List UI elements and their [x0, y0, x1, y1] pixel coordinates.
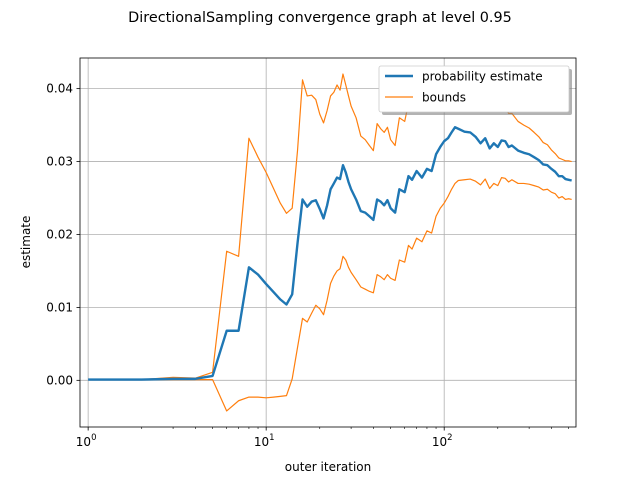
chart-title: DirectionalSampling convergence graph at…: [128, 10, 512, 26]
y-axis: 0.00 0.01 0.02 0.03 0.04: [46, 82, 80, 387]
x-tick-label: 100: [76, 433, 97, 449]
estimate-line: [88, 126, 572, 381]
x-tick-label: 101: [254, 433, 275, 449]
x-axis-label: outer iteration: [285, 460, 371, 474]
estimate-line-group: [88, 126, 572, 381]
x-tick-label: 102: [432, 433, 453, 449]
y-tick-label: 0.04: [46, 82, 73, 96]
bounds-lower-line-group: [141, 69, 572, 412]
y-tick-label: 0.01: [46, 300, 73, 314]
x-axis: 100 101 102: [76, 427, 569, 449]
plot-frame: [79, 57, 577, 428]
x-tick-base: 10: [432, 435, 447, 449]
x-tick-base: 10: [76, 435, 91, 449]
legend: probability estimate bounds: [378, 65, 572, 115]
legend-label-estimate: probability estimate: [422, 70, 543, 84]
legend-box: [378, 65, 570, 113]
bounds-upper-line: [141, 69, 572, 381]
x-tick-base: 10: [254, 435, 269, 449]
x-tick-exponent: 2: [447, 433, 452, 443]
y-axis-label: estimate: [19, 216, 33, 269]
y-tick-label: 0.00: [46, 373, 73, 387]
legend-label-bounds: bounds: [422, 91, 466, 105]
bounds-lower-line: [141, 177, 572, 412]
x-tick-exponent: 0: [91, 433, 96, 443]
grid: [80, 58, 576, 427]
y-tick-label: 0.02: [46, 227, 73, 241]
y-tick-label: 0.03: [46, 155, 73, 169]
x-tick-exponent: 1: [269, 433, 274, 443]
